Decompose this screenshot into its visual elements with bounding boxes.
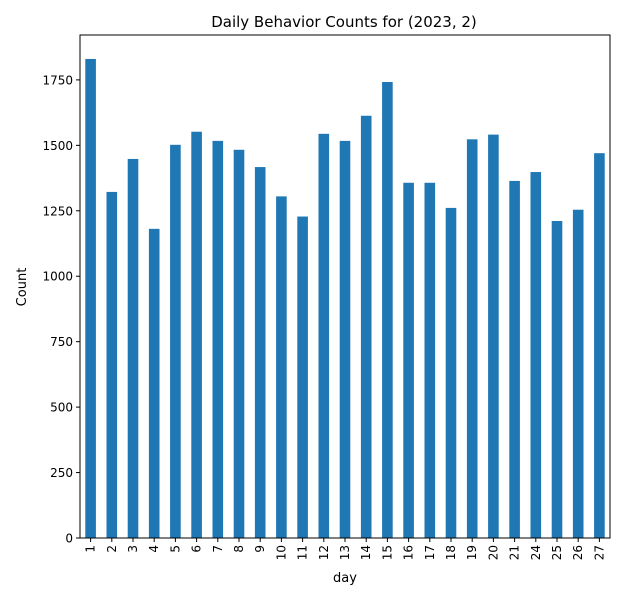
x-tick-label: 26 — [571, 545, 585, 560]
chart-title: Daily Behavior Counts for (2023, 2) — [211, 13, 477, 31]
y-axis-label: Count — [15, 268, 30, 307]
x-tick-label: 3 — [126, 545, 140, 553]
x-tick-label: 10 — [274, 545, 288, 560]
bar-day-7 — [212, 140, 224, 538]
bar-day-19 — [466, 139, 478, 538]
x-tick-label: 2 — [105, 545, 119, 553]
x-tick-label: 20 — [486, 545, 500, 560]
y-tick-label: 0 — [65, 532, 73, 546]
y-tick-label: 750 — [50, 335, 73, 349]
x-tick-label: 18 — [444, 545, 458, 560]
bar-day-11 — [297, 216, 308, 539]
y-tick-label: 1000 — [42, 270, 73, 284]
bar-day-5 — [170, 144, 181, 538]
bar-day-4 — [148, 228, 160, 538]
x-axis-label: day — [333, 571, 357, 586]
bar-day-1 — [85, 58, 96, 538]
y-tick-label: 1250 — [42, 204, 73, 218]
x-tick-label: 19 — [465, 545, 479, 560]
bar-day-18 — [445, 207, 457, 538]
bar-day-24 — [530, 172, 542, 539]
x-axis-ticks: 1 2 3 4 5 6 7 8 9 10 11 12 13 14 15 16 17 18 19 20 21 24 25 26 2… — [84, 538, 606, 560]
plot-frame — [79, 34, 611, 539]
x-tick-label: 15 — [380, 545, 394, 560]
bar-day-21 — [509, 180, 520, 538]
x-tick-label: 27 — [592, 545, 606, 560]
x-tick-label: 6 — [190, 545, 204, 553]
bar-day-26 — [572, 209, 584, 539]
bar-day-17 — [424, 182, 436, 538]
y-tick-label: 1500 — [42, 139, 73, 153]
bar-day-27 — [594, 153, 605, 538]
x-tick-label: 13 — [338, 545, 352, 560]
x-tick-label: 4 — [147, 545, 161, 553]
bar-day-2 — [106, 191, 118, 538]
bar-day-9 — [254, 167, 266, 538]
x-tick-label: 17 — [423, 545, 437, 560]
bar-day-14 — [360, 115, 372, 538]
x-tick-label: 9 — [253, 545, 267, 553]
bar-day-15 — [382, 81, 393, 539]
x-tick-label: 8 — [232, 545, 246, 553]
y-axis-ticks: 0 250 500 750 1000 1250 1500 1750 — [42, 73, 80, 546]
x-tick-label: 5 — [168, 545, 182, 553]
bar-day-3 — [127, 158, 139, 538]
x-tick-label: 21 — [508, 545, 522, 560]
bar-day-12 — [318, 133, 330, 538]
bar-day-10 — [276, 196, 287, 538]
bar-day-16 — [403, 182, 414, 538]
x-tick-label: 7 — [211, 545, 225, 553]
x-tick-label: 12 — [317, 545, 331, 560]
bars-group — [85, 58, 605, 539]
x-tick-label: 11 — [296, 545, 310, 560]
y-tick-label: 1750 — [42, 73, 73, 87]
bar-day-13 — [339, 140, 351, 538]
y-tick-label: 500 — [50, 401, 73, 415]
x-tick-label: 1 — [84, 545, 98, 553]
y-tick-label: 250 — [50, 466, 73, 480]
x-tick-label: 24 — [529, 545, 543, 560]
bar-day-6 — [191, 131, 202, 539]
x-tick-label: 25 — [550, 545, 564, 560]
x-tick-label: 14 — [359, 545, 373, 560]
bar-day-20 — [488, 134, 499, 539]
bar-day-25 — [551, 220, 563, 539]
bar-day-8 — [233, 149, 245, 539]
x-tick-label: 16 — [402, 545, 416, 560]
